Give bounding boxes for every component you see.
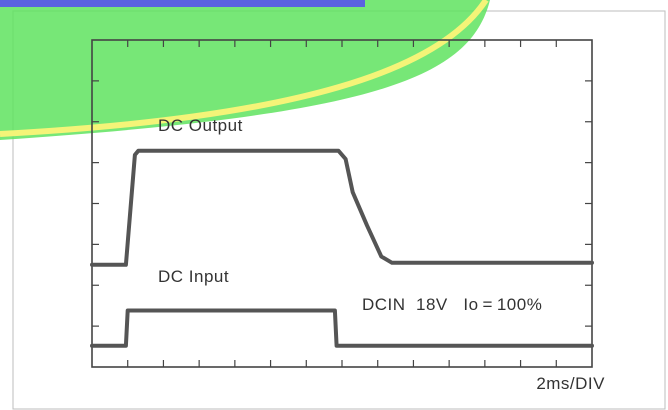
series-layer	[90, 148, 594, 348]
trace-dc-output	[90, 148, 594, 267]
yellow-highlight-stroke	[0, 0, 489, 137]
green-highlight-band	[0, 0, 490, 140]
series-label-dc-output: DC Output	[158, 116, 243, 135]
x-axis-time-scale: 2ms/DIV	[536, 374, 605, 393]
series-label-dc-input: DC Input	[158, 267, 229, 286]
blue-selection-bar	[0, 0, 365, 7]
condition-annotation: DCIN 18V Io = 100%	[362, 295, 542, 314]
tick-marks	[92, 40, 592, 367]
trace-dc-input	[90, 308, 594, 348]
